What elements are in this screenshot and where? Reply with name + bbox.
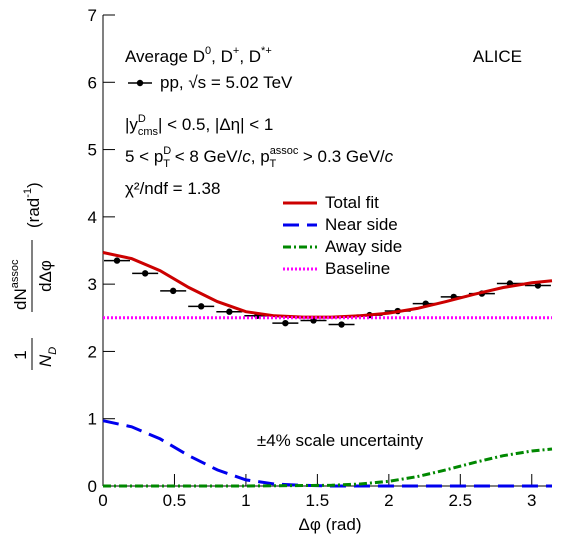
experiment-label: ALICE [473, 47, 522, 66]
data-point [141, 270, 149, 277]
x-tick-label: 2.5 [448, 491, 472, 510]
y-label-part: 1 [11, 350, 30, 359]
data-point [169, 287, 177, 295]
data-point [197, 303, 205, 310]
y-label-part: (rad-1) [22, 182, 43, 228]
y-tick-label: 3 [88, 275, 97, 294]
legend-marker [136, 79, 144, 87]
rapidity-label: |yD cms| < 0.5, |Δη| < 1 [125, 113, 273, 138]
y-axis-label: 1 ND dNassoc dΔφ (rad-1) [9, 182, 59, 370]
y-tick-label: 5 [88, 141, 97, 160]
legend-label: Total fit [325, 193, 379, 212]
y-tick-label: 1 [88, 410, 97, 429]
data-point [113, 257, 121, 264]
y-tick-label: 4 [88, 208, 97, 227]
species-label: Average D0, D+, D*+ [125, 45, 272, 66]
fit-curve [102, 419, 552, 488]
y-tick-label: 2 [88, 342, 97, 361]
data-point [226, 308, 233, 315]
y-label-part: ND [36, 347, 59, 367]
fit-curve [103, 447, 553, 488]
y-tick-label: 7 [88, 6, 97, 25]
pt-label: 5 < pD T < 8 GeV/c, passoc T > 0.3 GeV/c [125, 145, 394, 170]
x-tick-label: 2 [384, 491, 393, 510]
y-tick-label: 6 [88, 73, 97, 92]
data-point [338, 321, 345, 328]
y-tick-label: 0 [88, 477, 97, 496]
chi2-label: χ²/ndf = 1.38 [125, 179, 220, 198]
x-axis-label: Δφ (rad) [299, 515, 362, 534]
legend-label: Away side [325, 237, 402, 256]
x-tick-label: 0.5 [163, 491, 187, 510]
y-label-part: dΔφ [36, 260, 55, 292]
y-label-part: dNassoc [9, 259, 30, 310]
x-tick-label: 1 [241, 491, 250, 510]
legend-label: pp, √s = 5.02 TeV [160, 73, 293, 92]
data-point [282, 319, 289, 327]
x-tick-label: 0 [98, 491, 107, 510]
x-tick-label: 3 [527, 491, 536, 510]
legend-label: Baseline [325, 259, 390, 278]
species-text: Average D0, D+, D*+ [125, 45, 272, 66]
x-tick-label: 1.5 [306, 491, 330, 510]
scale-label: ±4% scale uncertainty [257, 431, 424, 450]
data-point [534, 282, 542, 289]
legend-label: Near side [325, 215, 398, 234]
